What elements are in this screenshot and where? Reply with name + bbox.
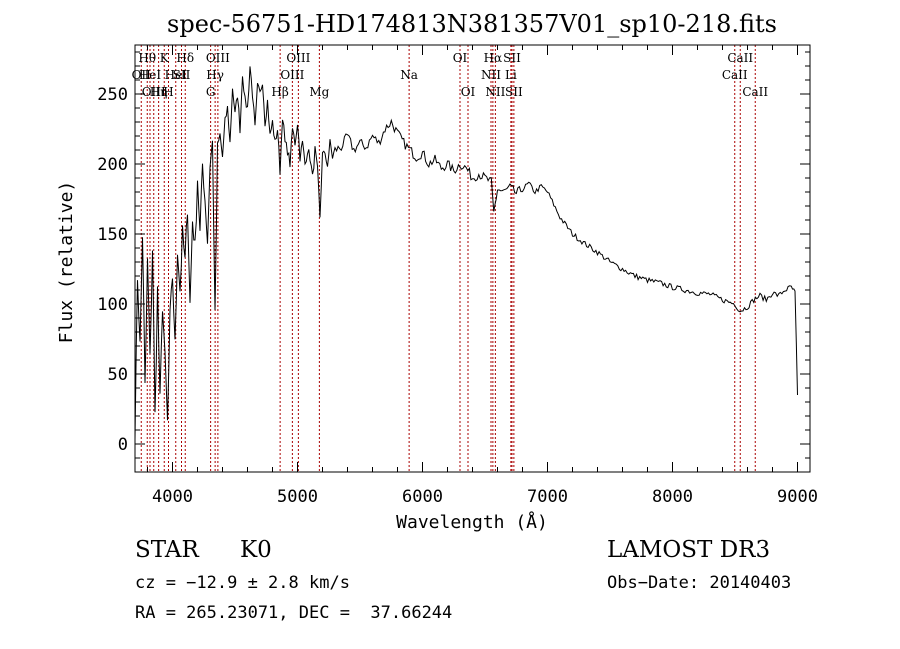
line-label-3889: Hη <box>150 85 168 99</box>
line-label-4861: Hβ <box>271 85 288 99</box>
redshift-cz: cz = −12.9 ± 2.8 km/s <box>135 573 350 593</box>
line-label-4959: OIII <box>280 68 304 82</box>
line-label-6716: SII <box>503 51 521 65</box>
x-tick-label-6000: 6000 <box>402 487 443 507</box>
line-label-8662: CaII <box>742 85 768 99</box>
spectral-line-labels: OIIHθHeIOIIIHηKHHeISIIHδGHγOIIIHβOIIIOII… <box>132 51 769 99</box>
y-tick-label-0: 0 <box>118 435 128 455</box>
line-label-6300: OI <box>453 51 468 65</box>
y-axis-label: Flux (relative) <box>56 181 77 344</box>
line-label-5893: Na <box>400 68 418 82</box>
line-label-3968: H <box>163 85 173 99</box>
survey-name: LAMOST DR3 <box>607 537 771 563</box>
line-label-6731: SII <box>505 85 523 99</box>
line-label-4341: Hγ <box>206 68 224 82</box>
spectral-line-markers <box>140 45 756 472</box>
x-tick-label-4000: 4000 <box>152 487 193 507</box>
line-label-6707: Li <box>505 68 517 82</box>
y-tick-label-250: 250 <box>97 85 128 105</box>
line-label-3750: OII <box>132 68 152 82</box>
x-tick-label-9000: 9000 <box>777 487 818 507</box>
line-label-6364: OI <box>461 85 476 99</box>
line-label-4026: HeI <box>165 68 188 82</box>
line-label-4305: G <box>206 85 216 99</box>
y-tick-label-150: 150 <box>97 225 128 245</box>
line-label-4072: SII <box>173 68 191 82</box>
line-label-4102: Hδ <box>176 51 194 65</box>
x-axis-ticks: 4000 5000 6000 7000 8000 9000 <box>147 45 818 507</box>
line-label-4363: OIII <box>206 51 230 65</box>
x-tick-label-5000: 5000 <box>277 487 318 507</box>
x-axis-label: Wavelength (Å) <box>396 511 548 533</box>
line-label-3850: OIII <box>142 85 166 99</box>
line-label-5175: Mg <box>309 85 329 99</box>
coordinates: RA = 265.23071, DEC = 37.66244 <box>135 603 453 623</box>
x-tick-label-7000: 7000 <box>527 487 568 507</box>
line-label-3798: Hθ <box>138 51 156 65</box>
y-tick-label-200: 200 <box>97 155 128 175</box>
object-subclass: K0 <box>240 537 272 563</box>
plot-frame <box>134 44 811 473</box>
x-tick-label-8000: 8000 <box>652 487 693 507</box>
y-tick-label-50: 50 <box>108 365 128 385</box>
line-label-8498: CaII <box>722 68 748 82</box>
line-label-8542: CaII <box>727 51 753 65</box>
line-label-5007: OIII <box>286 51 310 65</box>
line-label-3934: K <box>160 51 170 65</box>
line-label-6548: NII <box>481 68 501 82</box>
y-tick-label-100: 100 <box>97 295 128 315</box>
object-class: STAR <box>135 537 199 563</box>
line-label-6583: NII <box>485 85 505 99</box>
observation-date: Obs−Date: 20140403 <box>607 573 792 593</box>
line-label-3820: HeI <box>139 68 162 82</box>
spectrum-series-line <box>134 66 798 440</box>
y-axis-ticks: 0 50 100 150 200 250 <box>97 51 810 459</box>
line-label-6563: Hα <box>484 51 503 65</box>
chart-title: spec-56751-HD174813N381357V01_sp10-218.f… <box>167 10 777 38</box>
